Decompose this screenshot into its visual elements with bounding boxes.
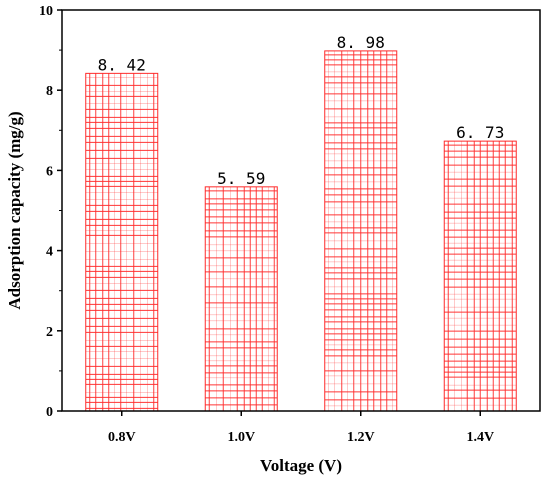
y-tick-label: 0	[46, 405, 53, 420]
bar-rect	[85, 72, 159, 412]
x-tick-label: 1.2V	[347, 430, 375, 445]
x-tick-label: 0.8V	[108, 430, 136, 445]
y-tick-label: 8	[46, 84, 53, 99]
bar-1.2V	[324, 50, 398, 412]
bar-1.4V	[443, 140, 517, 412]
bar-0.8V	[85, 72, 159, 412]
y-tick-label: 6	[46, 164, 53, 179]
y-tick-label: 4	[46, 245, 53, 260]
x-axis-title: Voltage (V)	[260, 456, 342, 475]
y-axis-title: Adsorption capacity (mg/g)	[5, 111, 24, 309]
y-tick-label: 2	[46, 325, 53, 340]
data-label: 8. 42	[98, 55, 146, 74]
data-label: 5. 59	[217, 169, 265, 188]
bar-1.0V	[204, 186, 278, 412]
x-tick-label: 1.4V	[466, 430, 494, 445]
data-label: 6. 73	[456, 123, 504, 142]
bars-layer	[85, 50, 517, 412]
y-tick-label: 10	[39, 4, 53, 19]
data-labels-layer: 8. 42 5. 59 8. 98 6. 73	[98, 33, 505, 188]
bar-rect	[204, 186, 278, 412]
data-label: 8. 98	[337, 33, 385, 52]
ticks-layer: 0.8V 1.0V 1.2V 1.4V 0 2 4 6 8 10	[39, 4, 494, 445]
x-tick-label: 1.0V	[227, 430, 255, 445]
